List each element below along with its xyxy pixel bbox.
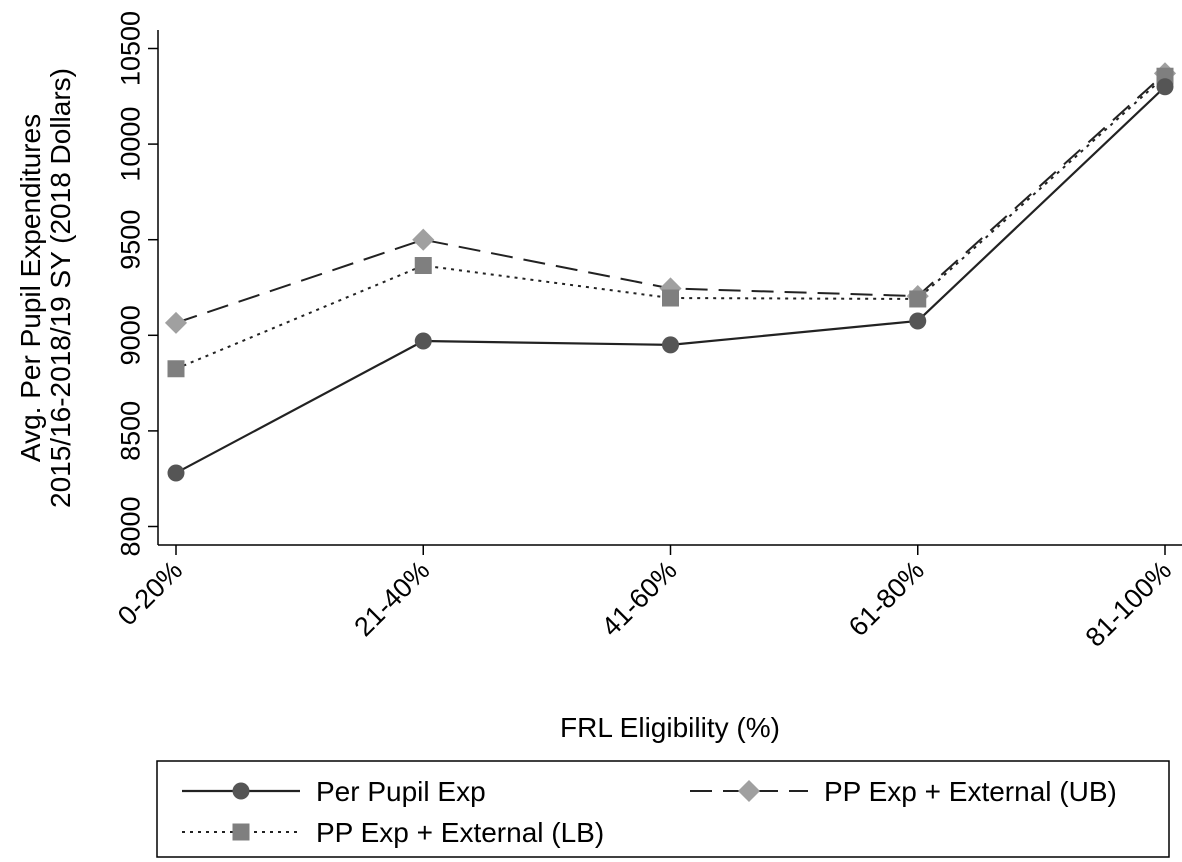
series-line <box>175 75 1166 370</box>
x-tick-label: 81-100% <box>1080 555 1178 653</box>
y-tick-label: 8500 <box>115 401 145 461</box>
x-tick-label: 0-20% <box>112 555 188 631</box>
legend-label: Per Pupil Exp <box>316 776 486 807</box>
data-point-circle <box>909 312 927 330</box>
x-tick-label: 21-40% <box>348 555 435 642</box>
x-tick-label: 61-80% <box>843 555 930 642</box>
y-tick-label: 9000 <box>115 305 145 365</box>
data-point-square <box>662 289 679 307</box>
series-lines <box>175 72 1166 474</box>
y-axis-ticks: 8000 8500 9000 9500 10000 10500 <box>115 11 158 557</box>
legend: Per Pupil Exp PP Exp + External (UB) PP Ex… <box>156 760 1170 858</box>
data-point-square <box>414 257 432 275</box>
y-axis-title-line-2: 2015/16-2018/19 SY (2018 Dollars) <box>45 68 76 508</box>
data-point-diamond <box>659 277 682 300</box>
y-tick-label: 8000 <box>115 496 145 556</box>
legend-label: PP Exp + External (LB) <box>316 817 604 848</box>
legend-marker-circle <box>232 782 250 800</box>
data-point-circle <box>167 464 185 482</box>
x-tick-label: 41-60% <box>596 555 683 642</box>
data-point-circle <box>1156 78 1174 96</box>
data-point-square <box>909 290 927 308</box>
legend-box <box>156 760 1170 858</box>
data-point-diamond <box>412 228 435 251</box>
legend-label: PP Exp + External (UB) <box>824 776 1117 807</box>
data-point-circle <box>662 336 679 354</box>
data-point-square <box>167 360 185 378</box>
legend-marker-square <box>232 823 250 841</box>
data-point-circle <box>414 332 432 350</box>
series-markers <box>164 62 1177 482</box>
legend-marker-diamond <box>737 779 761 803</box>
y-tick-label: 10000 <box>115 107 145 182</box>
y-tick-label: 10500 <box>115 11 145 86</box>
x-axis-title: FRL Eligibility (%) <box>560 712 780 743</box>
y-axis-title-line-1: Avg. Per Pupil Expenditures <box>15 114 46 462</box>
y-tick-label: 9500 <box>115 210 145 270</box>
x-axis-ticks: 0-20% 21-40% 41-60% 61-80% 81-100% <box>112 545 1177 653</box>
data-point-diamond <box>164 311 188 334</box>
